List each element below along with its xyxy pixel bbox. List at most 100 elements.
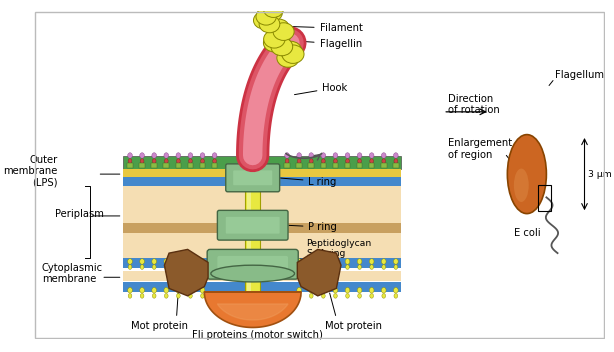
Ellipse shape <box>201 159 204 163</box>
Ellipse shape <box>188 153 193 158</box>
Ellipse shape <box>140 153 144 158</box>
Ellipse shape <box>165 265 168 269</box>
Text: E coli: E coli <box>513 228 540 238</box>
Ellipse shape <box>309 288 314 293</box>
Ellipse shape <box>152 159 156 163</box>
Text: Outer
membrane
(LPS): Outer membrane (LPS) <box>3 155 58 188</box>
Bar <box>344 163 351 168</box>
Polygon shape <box>165 250 208 296</box>
Bar <box>139 163 145 168</box>
Ellipse shape <box>164 288 169 293</box>
Ellipse shape <box>297 294 301 298</box>
Ellipse shape <box>309 153 314 158</box>
Text: Peptidoglycan
S-M ring: Peptidoglycan S-M ring <box>298 239 372 260</box>
Ellipse shape <box>297 159 301 163</box>
Ellipse shape <box>382 294 386 298</box>
Ellipse shape <box>345 259 350 264</box>
Ellipse shape <box>128 259 133 264</box>
Bar <box>123 258 402 268</box>
Ellipse shape <box>165 159 168 163</box>
Bar <box>333 163 338 168</box>
Ellipse shape <box>309 265 313 269</box>
Text: 3 μm: 3 μm <box>588 170 612 178</box>
Ellipse shape <box>164 259 169 264</box>
Ellipse shape <box>370 259 374 264</box>
Ellipse shape <box>271 38 293 56</box>
Ellipse shape <box>244 0 264 6</box>
Ellipse shape <box>333 259 338 264</box>
Ellipse shape <box>201 294 204 298</box>
Ellipse shape <box>270 26 291 44</box>
Ellipse shape <box>273 23 294 40</box>
Bar <box>369 163 375 168</box>
Ellipse shape <box>381 288 386 293</box>
Text: Fli proteins (motor switch): Fli proteins (motor switch) <box>192 330 323 340</box>
Ellipse shape <box>357 153 362 158</box>
Ellipse shape <box>257 0 277 14</box>
Ellipse shape <box>514 169 529 202</box>
Ellipse shape <box>176 153 181 158</box>
Ellipse shape <box>321 153 325 158</box>
Ellipse shape <box>188 259 193 264</box>
Ellipse shape <box>201 265 204 269</box>
Bar <box>152 163 157 168</box>
Ellipse shape <box>140 288 144 293</box>
Polygon shape <box>204 292 301 327</box>
Ellipse shape <box>200 288 205 293</box>
Ellipse shape <box>507 134 546 214</box>
Ellipse shape <box>212 159 217 163</box>
Ellipse shape <box>176 259 181 264</box>
FancyBboxPatch shape <box>217 210 288 240</box>
Text: Periplasm: Periplasm <box>55 209 104 219</box>
Ellipse shape <box>200 259 205 264</box>
Bar <box>127 163 133 168</box>
Ellipse shape <box>188 159 192 163</box>
Text: Direction
of rotation: Direction of rotation <box>448 94 500 115</box>
Ellipse shape <box>247 0 267 10</box>
Bar <box>176 163 181 168</box>
Ellipse shape <box>211 265 295 282</box>
Ellipse shape <box>309 159 313 163</box>
Text: Enlargement
of region: Enlargement of region <box>448 138 512 160</box>
Ellipse shape <box>358 265 362 269</box>
Ellipse shape <box>321 288 325 293</box>
Bar <box>538 185 551 211</box>
Ellipse shape <box>256 8 276 25</box>
Bar <box>123 156 402 169</box>
Bar <box>123 224 402 233</box>
FancyBboxPatch shape <box>217 256 288 273</box>
Ellipse shape <box>333 153 338 158</box>
Ellipse shape <box>128 159 132 163</box>
Ellipse shape <box>322 159 325 163</box>
Polygon shape <box>297 250 341 296</box>
Ellipse shape <box>346 159 349 163</box>
Ellipse shape <box>164 153 169 158</box>
Ellipse shape <box>263 34 285 52</box>
Ellipse shape <box>140 265 144 269</box>
Ellipse shape <box>394 159 398 163</box>
Bar <box>381 163 387 168</box>
Bar <box>284 163 290 168</box>
Ellipse shape <box>394 288 398 293</box>
Bar <box>123 183 402 258</box>
Bar <box>188 163 193 168</box>
Ellipse shape <box>262 4 282 21</box>
Ellipse shape <box>128 294 132 298</box>
Ellipse shape <box>322 265 325 269</box>
Ellipse shape <box>321 259 325 264</box>
Ellipse shape <box>165 294 168 298</box>
FancyBboxPatch shape <box>207 250 298 279</box>
Bar <box>357 163 362 168</box>
Ellipse shape <box>152 153 157 158</box>
Bar <box>321 163 326 168</box>
Ellipse shape <box>152 288 157 293</box>
Ellipse shape <box>394 259 398 264</box>
Ellipse shape <box>128 265 132 269</box>
Ellipse shape <box>333 159 337 163</box>
Ellipse shape <box>297 265 301 269</box>
Bar <box>212 163 217 168</box>
Ellipse shape <box>188 288 193 293</box>
Ellipse shape <box>357 288 362 293</box>
Ellipse shape <box>212 153 217 158</box>
FancyBboxPatch shape <box>226 164 279 192</box>
